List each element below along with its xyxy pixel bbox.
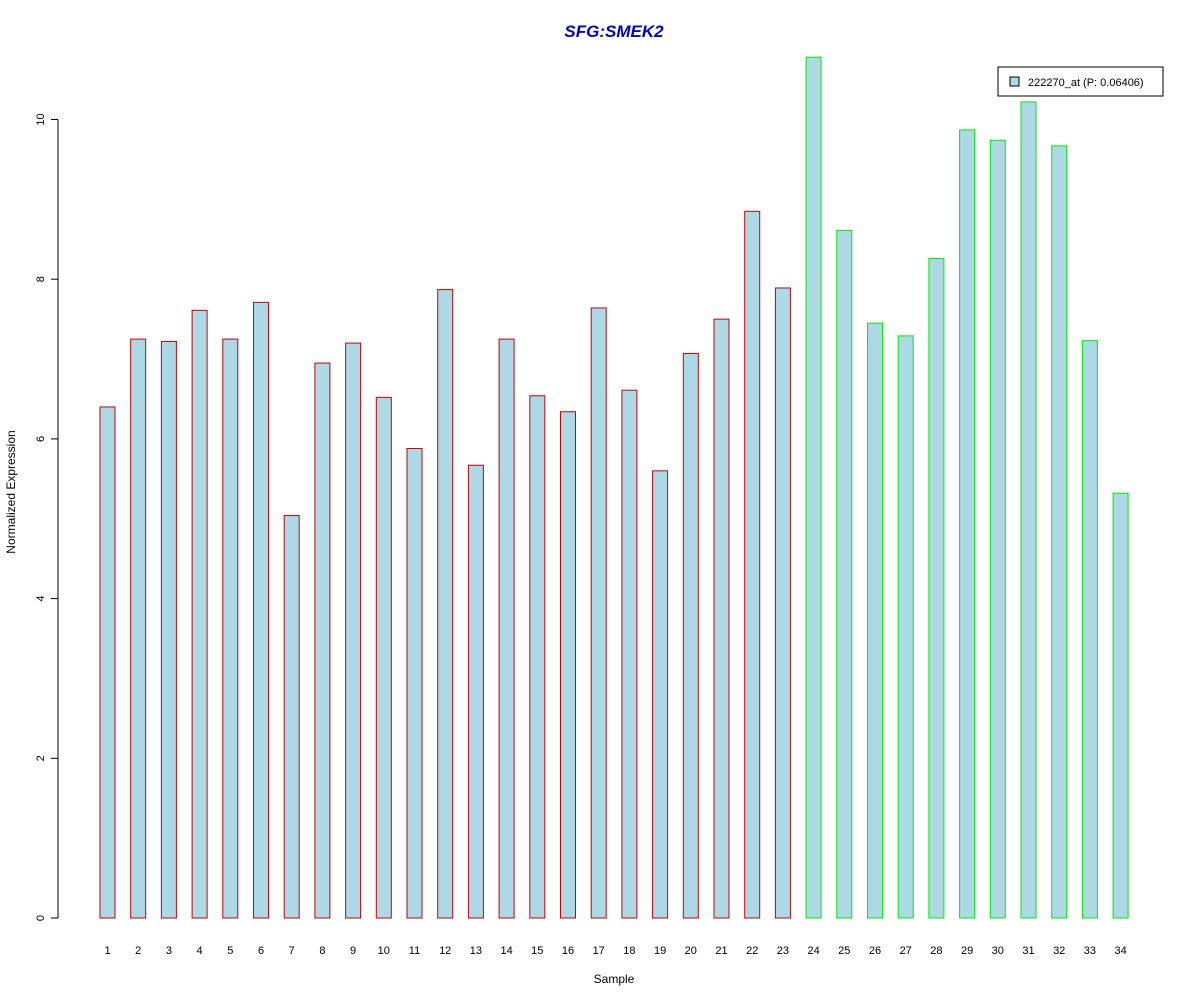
x-tick-label: 2 [135, 945, 141, 957]
legend-swatch [1009, 76, 1020, 87]
x-tick-label: 25 [838, 945, 850, 957]
x-tick-label: 31 [1022, 945, 1034, 957]
bar [560, 411, 576, 919]
x-tick-label: 14 [500, 945, 512, 957]
x-tick-label: 26 [869, 945, 881, 957]
x-tick-label: 4 [197, 945, 203, 957]
x-tick-label: 21 [715, 945, 727, 957]
bar [1051, 145, 1068, 919]
bar [375, 396, 392, 919]
x-tick-label: 17 [593, 945, 605, 957]
bar [345, 342, 362, 919]
bar [160, 340, 177, 919]
bars-group [99, 56, 1129, 919]
x-tick-label: 12 [439, 945, 451, 957]
bar [989, 139, 1006, 919]
bar [1112, 492, 1129, 919]
bar [253, 301, 269, 919]
x-tick-label: 32 [1053, 945, 1065, 957]
y-tick-label: 4 [35, 596, 47, 602]
bar [774, 287, 791, 919]
bar [805, 56, 822, 919]
y-tick-label: 0 [35, 915, 47, 921]
bar [744, 210, 761, 919]
y-tick-label: 10 [35, 113, 47, 125]
x-tick-label: 27 [900, 945, 912, 957]
bar [314, 362, 331, 919]
x-tick-label: 1 [104, 945, 110, 957]
bar [897, 335, 914, 919]
bar [590, 307, 607, 919]
y-tick-label: 8 [35, 276, 47, 282]
x-tick-label: 29 [961, 945, 973, 957]
x-tick-label: 34 [1114, 945, 1126, 957]
bar [529, 395, 546, 919]
y-axis: 0 2 4 6 8 10 [35, 113, 59, 921]
x-tick-label: 18 [623, 945, 635, 957]
bar [621, 389, 638, 919]
x-tick-label: 23 [777, 945, 789, 957]
bar [99, 406, 116, 919]
x-tick-label: 5 [227, 945, 233, 957]
y-tick-label: 2 [35, 755, 47, 761]
x-tick-label: 28 [930, 945, 942, 957]
bar [713, 318, 730, 919]
bar [467, 464, 484, 919]
x-tick-label: 20 [685, 945, 697, 957]
bar [959, 129, 976, 919]
bar [928, 257, 945, 919]
x-tick-label: 22 [746, 945, 758, 957]
x-tick-label: 19 [654, 945, 666, 957]
chart-title: SFG:SMEK2 [564, 22, 664, 41]
bar [867, 322, 883, 919]
x-tick-label: 10 [378, 945, 390, 957]
x-tick-label: 6 [258, 945, 264, 957]
bar [406, 447, 423, 919]
bar [191, 309, 208, 919]
y-tick-label: 6 [35, 436, 47, 442]
bar [283, 515, 300, 919]
legend: 222270_at (P: 0.06406) [997, 66, 1164, 97]
bar [222, 338, 239, 919]
bar [836, 229, 853, 919]
x-tick-label: 9 [350, 945, 356, 957]
bar [1020, 101, 1037, 919]
bar [682, 352, 699, 919]
bar [498, 338, 515, 919]
bar [437, 289, 454, 919]
x-tick-label: 11 [409, 945, 420, 957]
x-axis-tick-labels: 1 2 3 4 5 6 7 8 9 10 11 12 13 14 15 16 17 18 19 20 21 22 23 24 2… [104, 945, 1126, 957]
x-tick-label: 15 [531, 945, 543, 957]
x-tick-label: 16 [562, 945, 574, 957]
x-tick-label: 7 [289, 945, 295, 957]
x-tick-label: 33 [1084, 945, 1096, 957]
x-tick-label: 24 [807, 945, 819, 957]
bar [1081, 340, 1098, 919]
x-tick-label: 8 [319, 945, 325, 957]
x-axis-label: Sample [594, 972, 635, 986]
x-tick-label: 3 [166, 945, 172, 957]
x-tick-label: 13 [470, 945, 482, 957]
x-tick-label: 30 [992, 945, 1004, 957]
bar [652, 470, 669, 919]
legend-label: 222270_at (P: 0.06406) [1028, 77, 1144, 89]
bar [130, 338, 147, 919]
legend-box [997, 66, 1164, 97]
y-axis-label: Normalized Expression [4, 430, 18, 553]
